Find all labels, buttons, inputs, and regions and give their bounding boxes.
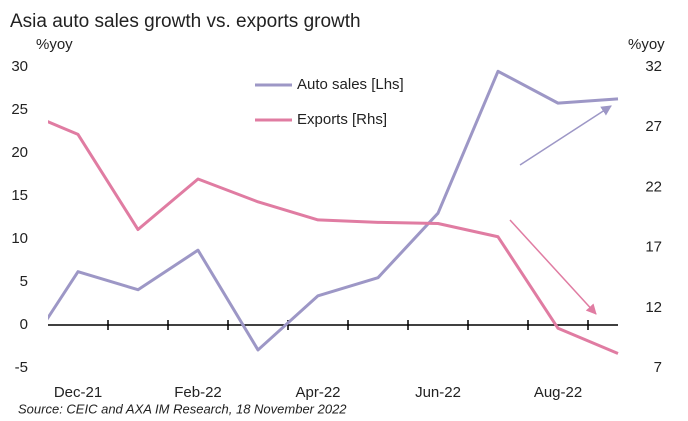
series-line	[48, 69, 619, 352]
x-tick-label: Aug-22	[534, 384, 582, 401]
x-tick-label: Jun-22	[415, 384, 461, 401]
y-tick-label: 30	[11, 58, 28, 75]
x-tick-label: Dec-21	[54, 384, 102, 401]
y2-tick-label: 27	[645, 118, 662, 135]
annotation-arrow	[509, 219, 597, 315]
legend-label: Auto sales [Lhs]	[297, 76, 404, 93]
x-tick-label: Apr-22	[295, 384, 340, 401]
plot-area	[48, 69, 619, 355]
y-tick-label: 15	[11, 187, 28, 204]
y-tick-label: -5	[15, 359, 28, 376]
legend-label: Exports [Rhs]	[297, 111, 387, 128]
y2-tick-label: 7	[654, 359, 662, 376]
x-tick-label: Feb-22	[174, 384, 222, 401]
source: Source: CEIC and AXA IM Research, 18 Nov…	[18, 401, 347, 416]
y2-tick-label: 32	[645, 58, 662, 75]
y2-tick-label: 12	[645, 299, 662, 316]
chart-title: Asia auto sales growth vs. exports growt…	[10, 11, 361, 32]
annotation-arrow	[519, 105, 612, 166]
y2-axis-label: %yoy	[628, 36, 665, 53]
series-line	[48, 120, 619, 355]
y-tick-label: 10	[11, 230, 28, 247]
y-tick-label: 5	[20, 273, 28, 290]
y-axis-label: %yoy	[36, 36, 73, 53]
y2-tick-label: 22	[645, 178, 662, 195]
y-tick-label: 25	[11, 101, 28, 118]
y2-tick-label: 17	[645, 239, 662, 256]
y-tick-label: 0	[20, 316, 28, 333]
y-tick-label: 20	[11, 144, 28, 161]
